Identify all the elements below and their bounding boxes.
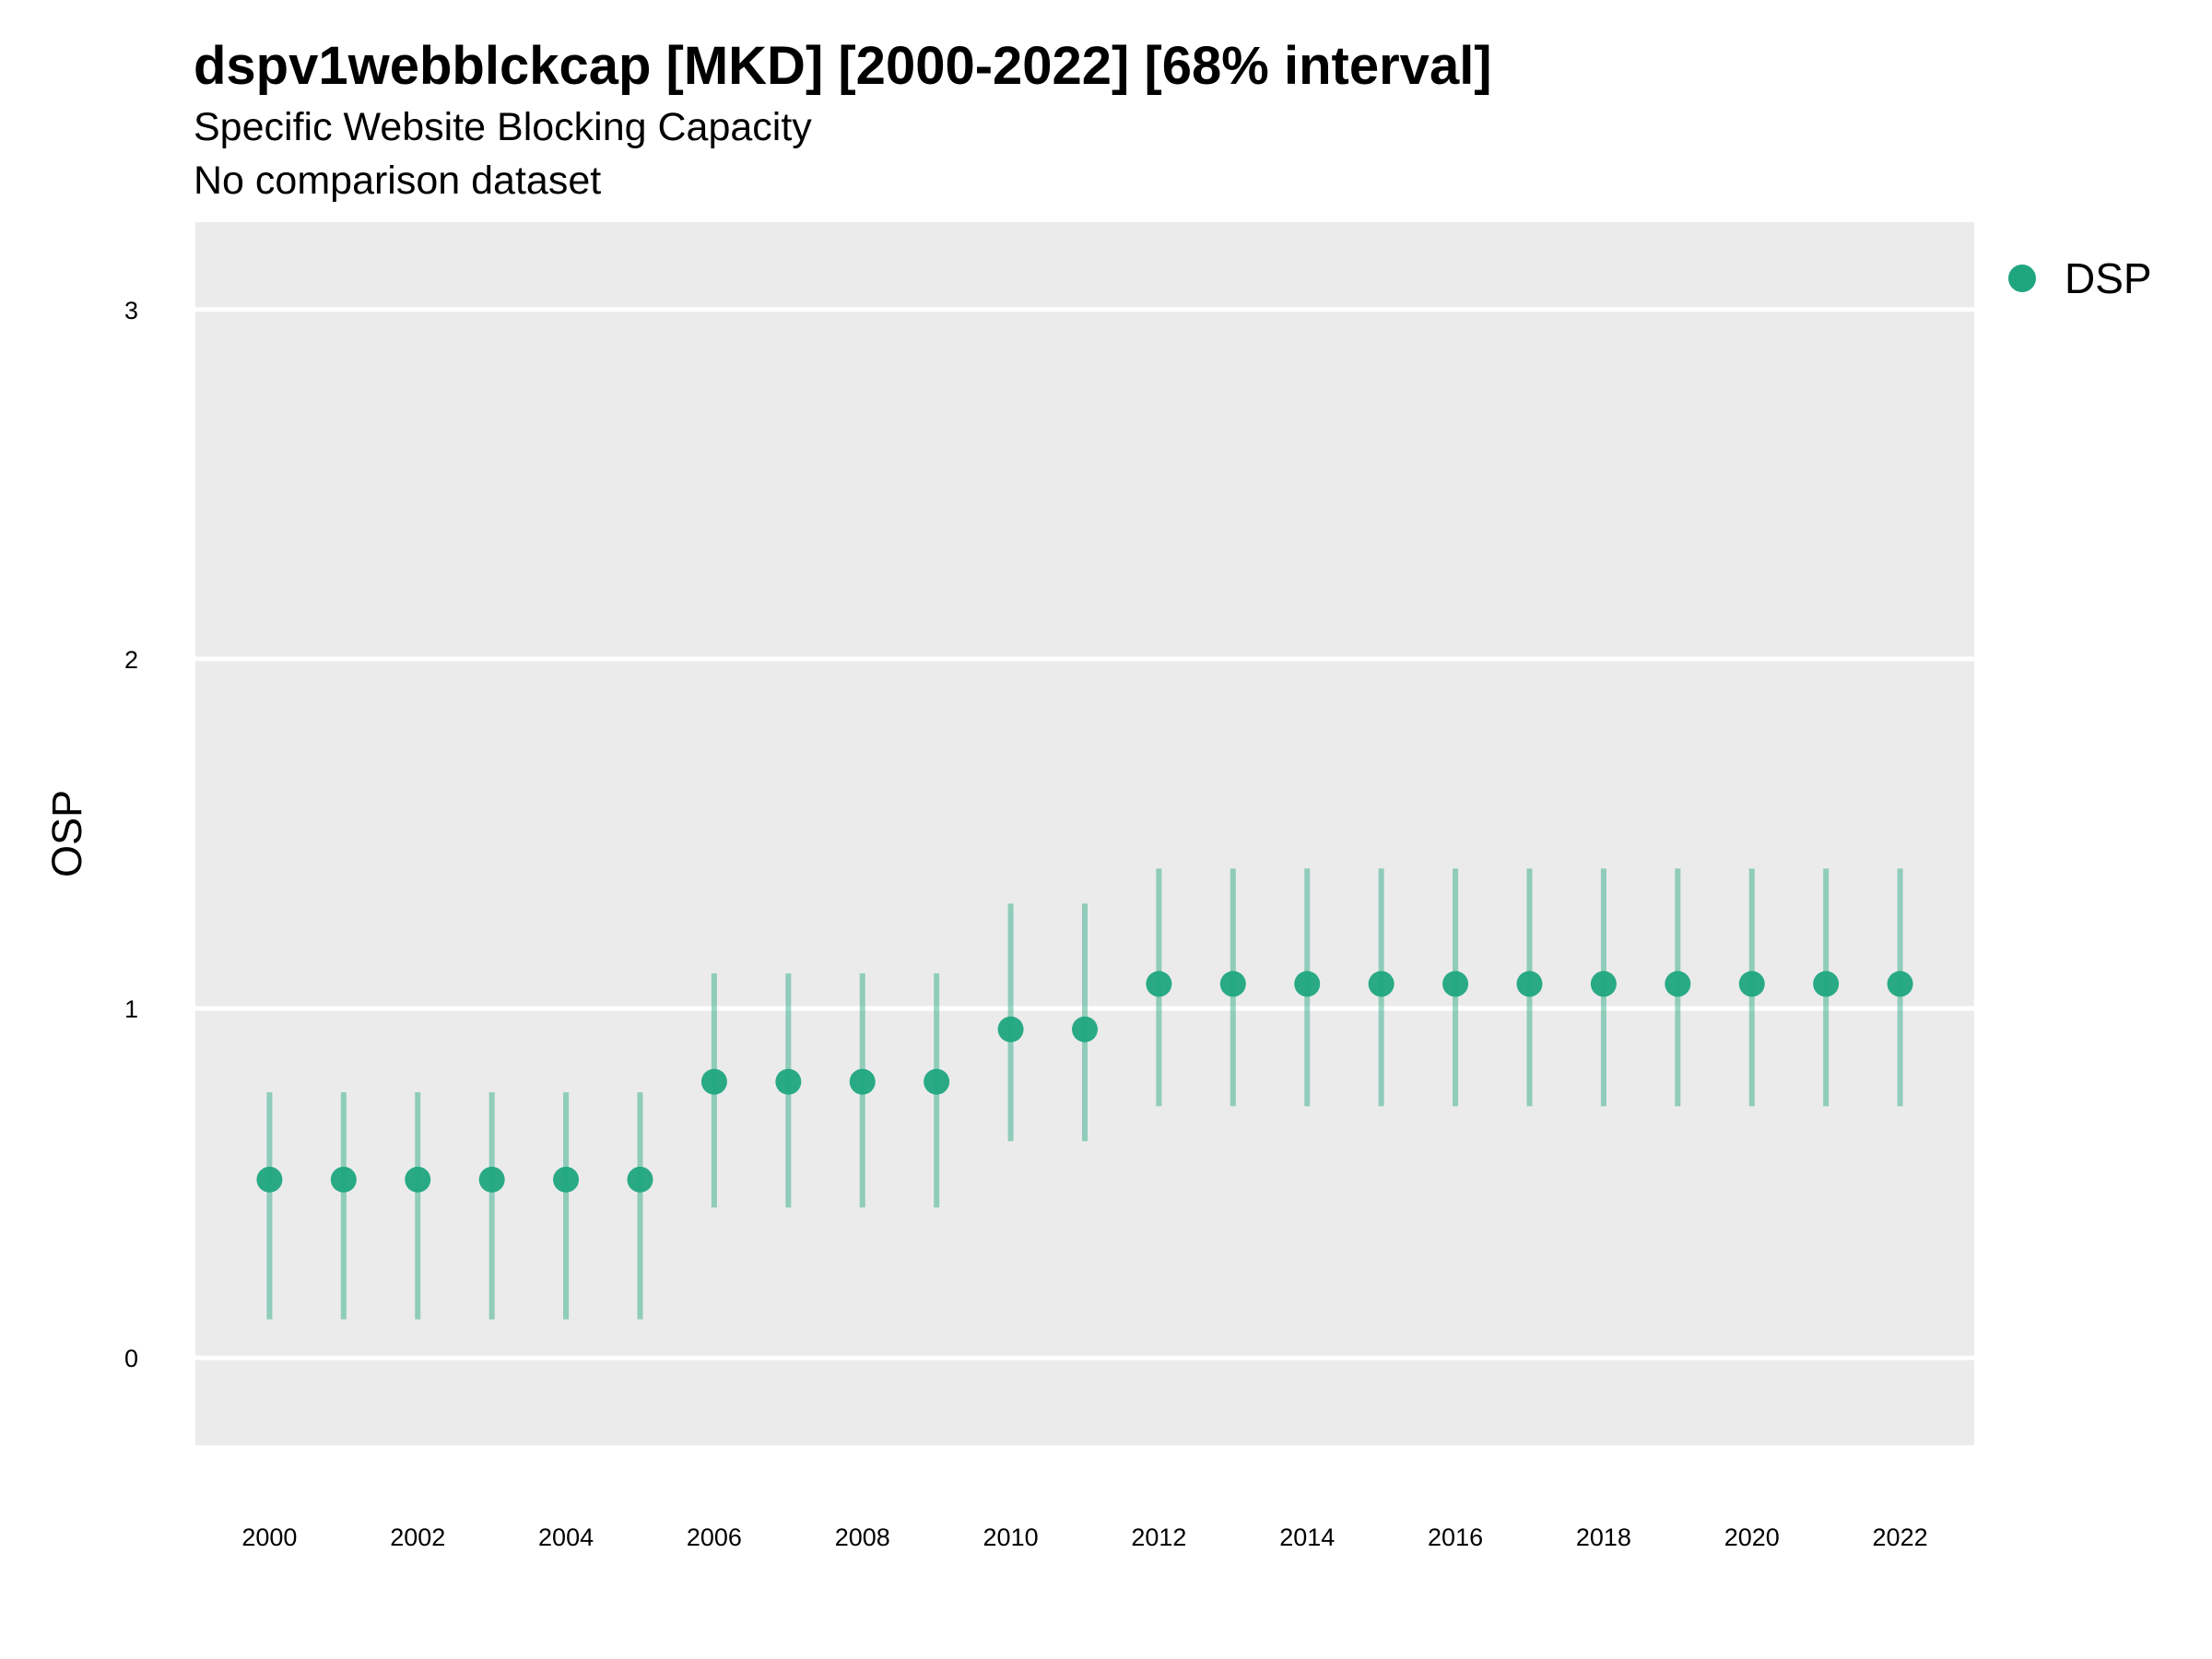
x-tick-label: 2008 (835, 1524, 890, 1551)
x-tick-label: 2012 (1131, 1524, 1186, 1551)
data-point (997, 1016, 1024, 1042)
data-point (1887, 971, 1913, 997)
x-axis-ticks: 2000 2002 2004 2006 2008 2010 2012 2014 2016 2018… (241, 1524, 1927, 1551)
y-axis-title: OSP (43, 790, 90, 877)
data-point (1442, 971, 1469, 997)
data-point (1294, 971, 1321, 997)
data-point (1813, 971, 1840, 997)
y-axis-ticks: 0 1 2 3 (124, 297, 138, 1372)
data-point (1072, 1016, 1098, 1042)
data-point (924, 1068, 950, 1095)
data-point (405, 1166, 431, 1193)
x-tick-label: 2004 (538, 1524, 594, 1551)
y-tick-label: 3 (124, 297, 138, 324)
legend-label-dsp: DSP (2065, 254, 2152, 302)
plot-panel (195, 222, 1974, 1445)
data-points (256, 971, 1913, 1193)
data-point (256, 1166, 283, 1193)
data-point (1665, 971, 1691, 997)
x-tick-label: 2018 (1576, 1524, 1631, 1551)
data-point (330, 1166, 357, 1193)
data-point (1738, 971, 1765, 997)
x-tick-label: 2022 (1873, 1524, 1928, 1551)
x-tick-label: 2014 (1279, 1524, 1335, 1551)
grid-lines (195, 307, 1974, 1360)
legend-swatch-dsp (2008, 265, 2036, 292)
data-point (700, 1068, 727, 1095)
data-point (553, 1166, 580, 1193)
x-tick-label: 2010 (983, 1524, 1039, 1551)
x-tick-label: 2016 (1428, 1524, 1483, 1551)
data-point (1219, 971, 1246, 997)
chart-title: dspv1webblckcap [MKD] [2000-2022] [68% i… (194, 36, 1492, 96)
y-tick-label: 2 (124, 646, 138, 674)
data-point (478, 1166, 505, 1193)
x-tick-label: 2006 (687, 1524, 742, 1551)
y-tick-label: 1 (124, 995, 138, 1023)
data-point (1368, 971, 1394, 997)
data-point (627, 1166, 653, 1193)
chart-caption: No comparison dataset (194, 159, 602, 203)
legend: DSP (2008, 254, 2152, 302)
data-point (1590, 971, 1617, 997)
y-tick-label: 0 (124, 1345, 138, 1372)
data-point (1146, 971, 1172, 997)
chart-subtitle: Specific Website Blocking Capacity (194, 105, 812, 149)
data-point (775, 1068, 802, 1095)
data-point (1516, 971, 1543, 997)
x-tick-label: 2020 (1724, 1524, 1780, 1551)
data-point (849, 1068, 876, 1095)
x-tick-label: 2000 (241, 1524, 297, 1551)
x-tick-label: 2002 (390, 1524, 445, 1551)
